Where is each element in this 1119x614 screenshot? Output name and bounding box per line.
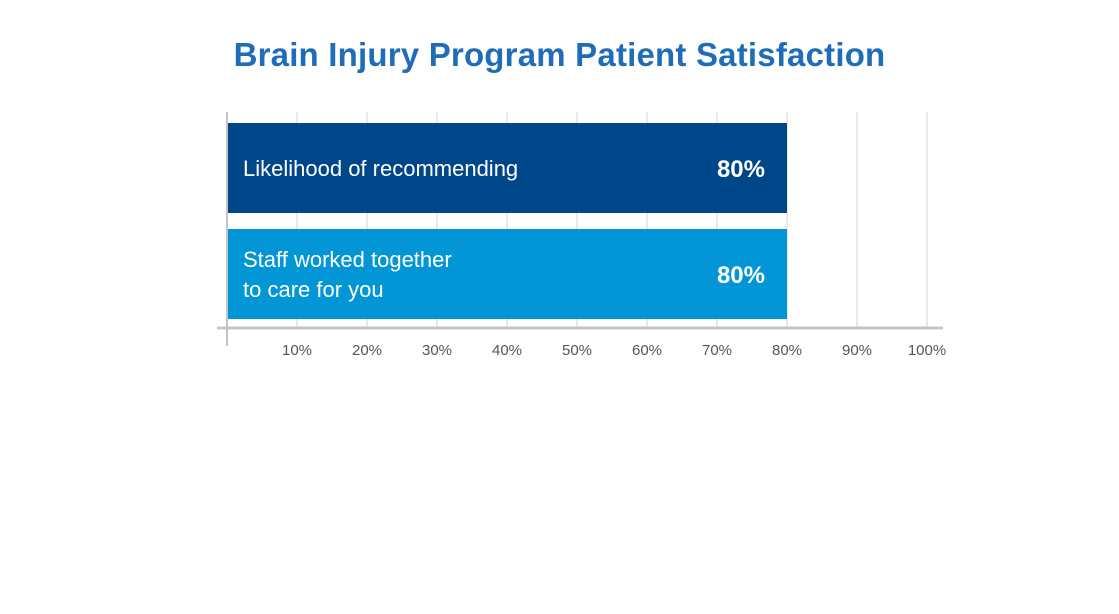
bar-2-label-line-1: Staff worked together (243, 247, 452, 272)
bar-2 (228, 229, 787, 319)
bar-2-label-line-2: to care for you (243, 277, 384, 302)
x-tick-label-20: 20% (352, 342, 382, 359)
x-tick-label-10: 10% (282, 342, 312, 359)
x-tick-label-70: 70% (702, 342, 732, 359)
x-tick-label-60: 60% (632, 342, 662, 359)
tick-labels: 10% 20% 30% 40% 50% 60% 70% 80% 90% 100% (282, 342, 946, 359)
x-tick-label-100: 100% (908, 342, 946, 359)
bar-1-label-line-1: Likelihood of recommending (243, 156, 518, 181)
chart-title: Brain Injury Program Patient Satisfactio… (233, 36, 886, 73)
x-tick-label-40: 40% (492, 342, 522, 359)
bar-1-value-label: 80% (717, 156, 765, 183)
x-tick-label-30: 30% (422, 342, 452, 359)
x-tick-label-50: 50% (562, 342, 592, 359)
axes (217, 112, 943, 346)
bar-2-value-label: 80% (717, 262, 765, 289)
bar-1 (228, 123, 787, 213)
x-tick-label-90: 90% (842, 342, 872, 359)
bars: Likelihood of recommending 80% Staff worke… (228, 123, 787, 319)
x-tick-label-80: 80% (772, 342, 802, 359)
